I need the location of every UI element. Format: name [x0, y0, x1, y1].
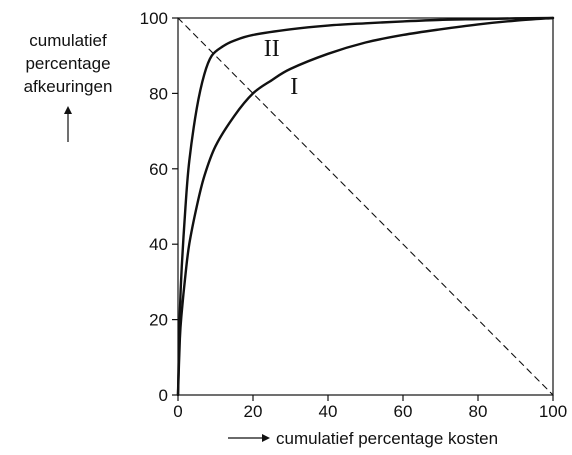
y-axis-label-line-2: percentage: [25, 54, 110, 73]
curve-label-ii: II: [264, 36, 280, 62]
y-tick-label-60: 60: [149, 160, 168, 179]
y-tick-label-20: 20: [149, 311, 168, 330]
y-axis-label-line-3: afkeuringen: [24, 77, 113, 96]
x-axis-label: cumulatief percentage kosten: [276, 429, 498, 448]
x-tick-label-100: 100: [539, 402, 567, 421]
y-tick-label-40: 40: [149, 235, 168, 254]
diagonal-reference-line: [177, 17, 554, 396]
series-layer: [176, 16, 555, 397]
y-axis-label-line-1: cumulatief: [29, 31, 107, 50]
x-tick-label-80: 80: [469, 402, 488, 421]
series-line-ii: [176, 16, 555, 397]
x-tick-label-40: 40: [319, 402, 338, 421]
x-tick-label-20: 20: [244, 402, 263, 421]
x-tick-label-60: 60: [394, 402, 413, 421]
y-tick-label-0: 0: [159, 386, 168, 405]
y-tick-label-100: 100: [140, 9, 168, 28]
annotation-layer: III: [264, 36, 298, 100]
x-tick-label-0: 0: [173, 402, 182, 421]
series-line-i: [176, 16, 555, 397]
y-tick-label-80: 80: [149, 84, 168, 103]
plot-frame: [177, 17, 554, 396]
curve-label-i: I: [290, 74, 298, 100]
ticks-layer: 0 20 40 60 80 100 0 20 40 60 80 100: [140, 9, 568, 421]
